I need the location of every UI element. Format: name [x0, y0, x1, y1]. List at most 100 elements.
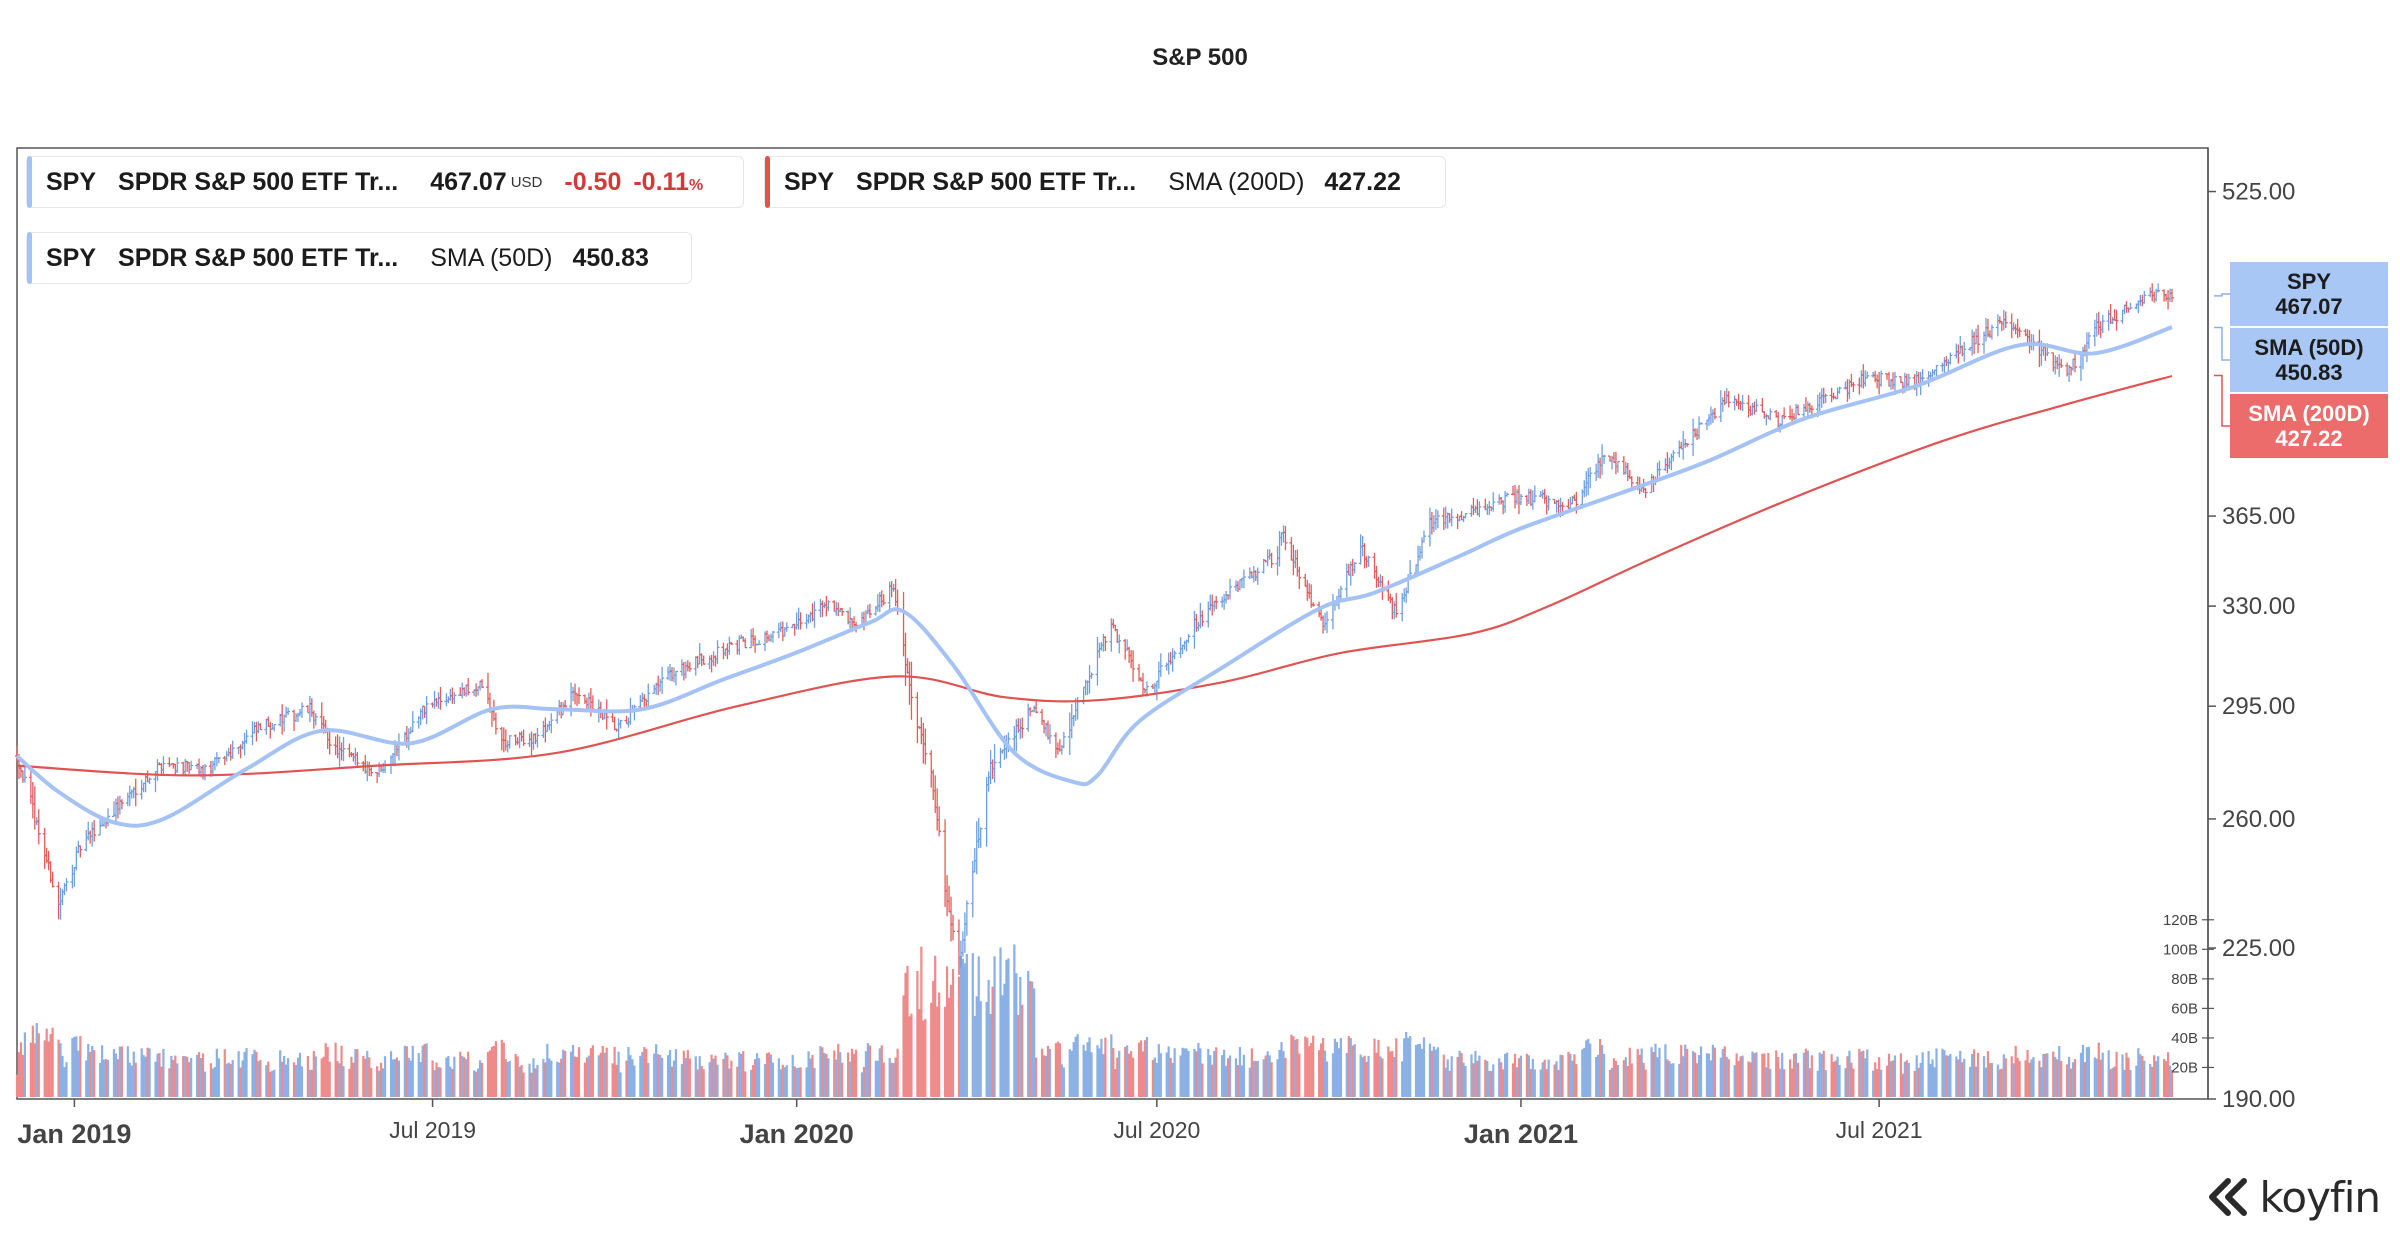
volume-bar	[320, 1058, 323, 1097]
volume-bar	[403, 1045, 406, 1097]
volume-bar	[504, 1059, 507, 1097]
volume-bar	[492, 1045, 496, 1097]
volume-bar	[350, 1056, 353, 1097]
legend-sma200[interactable]: SPY SPDR S&P 500 ETF Tr... SMA (200D) 42…	[764, 156, 1446, 208]
volume-bar	[1349, 1037, 1352, 1097]
price-bar	[161, 756, 166, 775]
volume-bar	[1684, 1044, 1687, 1097]
volume-bar	[827, 1058, 830, 1097]
legend-indicator: SMA (200D)	[1168, 167, 1305, 196]
volume-bar	[1387, 1046, 1390, 1097]
volume-bar	[421, 1045, 424, 1097]
volume-bar	[310, 1069, 313, 1097]
volume-bar	[1282, 1050, 1285, 1097]
volume-bar	[1969, 1066, 1972, 1097]
volume-bar	[2166, 1052, 2170, 1097]
volume-bar	[1027, 970, 1030, 1097]
volume-bar	[1347, 1036, 1350, 1097]
volume-bar	[1248, 1067, 1251, 1097]
volume-bar	[1278, 1049, 1281, 1097]
price-bar	[840, 608, 845, 616]
volume-tick-label: 100B	[2163, 941, 2198, 958]
volume-bar	[439, 1067, 442, 1097]
legend-spy-price[interactable]: SPY SPDR S&P 500 ETF Tr... 467.07 USD -0…	[26, 156, 744, 208]
volume-bar	[1529, 1069, 1532, 1097]
volume-bar	[1820, 1053, 1823, 1097]
price-bar	[175, 757, 180, 774]
volume-bar	[2111, 1067, 2114, 1097]
volume-bar	[1626, 1065, 1629, 1097]
volume-bar	[1513, 1053, 1517, 1097]
volume-bar	[273, 1069, 276, 1097]
volume-bar	[340, 1045, 343, 1097]
volume-bar	[1848, 1050, 1851, 1097]
volume-bar	[583, 1062, 587, 1097]
volume-bar	[463, 1057, 466, 1097]
volume-bar	[924, 1019, 927, 1097]
volume-bar	[1266, 1051, 1269, 1097]
volume-bar	[1569, 1053, 1572, 1097]
volume-bar	[474, 1071, 478, 1097]
volume-bar	[1664, 1044, 1667, 1097]
price-bar	[1657, 460, 1662, 477]
volume-bar	[1335, 1041, 1339, 1097]
price-bar	[915, 692, 920, 744]
volume-bar	[932, 980, 935, 1097]
volume-bar	[892, 1063, 895, 1097]
volume-bar	[1595, 1057, 1598, 1097]
volume-bar	[380, 1062, 383, 1097]
volume-bar	[342, 1066, 345, 1097]
volume-bar	[1017, 1014, 1020, 1097]
volume-bar	[120, 1046, 123, 1097]
volume-bar	[655, 1044, 658, 1097]
volume-bar	[1982, 1056, 1986, 1097]
price-bar	[1491, 492, 1496, 512]
price-bar	[2073, 352, 2078, 373]
volume-bar	[807, 1051, 810, 1097]
volume-bar	[170, 1056, 173, 1097]
volume-bar	[1755, 1052, 1758, 1097]
volume-bar	[793, 1066, 796, 1097]
price-bar	[1760, 397, 1765, 413]
volume-bar	[1040, 1048, 1044, 1097]
legend-sma50[interactable]: SPY SPDR S&P 500 ETF Tr... SMA (50D) 450…	[26, 232, 692, 284]
price-bar	[2128, 302, 2133, 310]
volume-bar	[1005, 959, 1008, 1097]
volume-bar	[292, 1062, 296, 1097]
volume-bar	[1808, 1068, 1811, 1097]
volume-bar	[1810, 1055, 1813, 1097]
price-bar	[2156, 283, 2161, 293]
volume-bar	[1567, 1051, 1570, 1097]
volume-bar	[653, 1053, 656, 1097]
price-bar	[1795, 404, 1800, 416]
volume-bar	[1575, 1064, 1578, 1097]
volume-bar	[1998, 1069, 2001, 1097]
volume-bar	[1876, 1069, 1879, 1097]
volume-bar	[791, 1054, 794, 1097]
volume-bar	[1375, 1052, 1378, 1097]
volume-bar	[821, 1047, 824, 1097]
volume-bar	[542, 1058, 545, 1097]
volume-bar	[1832, 1061, 1835, 1097]
volume-bar	[43, 1040, 46, 1097]
volume-bar	[31, 1025, 34, 1097]
volume-bar	[1458, 1050, 1461, 1097]
volume-bar	[447, 1055, 450, 1097]
volume-bar	[1183, 1048, 1186, 1097]
koyfin-logo-icon	[2208, 1178, 2247, 1216]
volume-bar	[1373, 1038, 1376, 1097]
volume-bar	[1587, 1038, 1590, 1097]
volume-bar	[1367, 1055, 1370, 1097]
price-tag-spy: SPY 467.07	[2230, 262, 2388, 326]
volume-bar	[126, 1046, 129, 1097]
volume-bar	[1492, 1064, 1495, 1097]
volume-bar	[2054, 1056, 2057, 1097]
volume-bar	[1226, 1058, 1230, 1097]
price-bar	[466, 678, 471, 696]
volume-bar	[1733, 1065, 1736, 1097]
volume-bar	[2026, 1049, 2029, 1097]
volume-bar	[296, 1057, 300, 1097]
legend-currency: USD	[510, 173, 543, 191]
price-bar	[452, 692, 457, 705]
